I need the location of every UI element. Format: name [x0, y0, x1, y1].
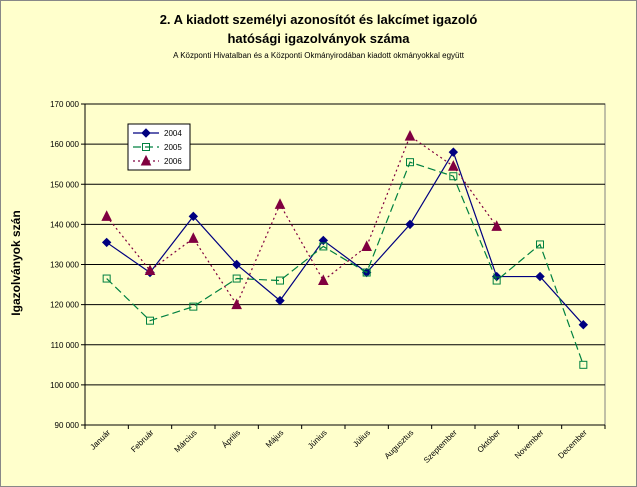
- data-point-2006: [318, 274, 329, 286]
- series-line-2006: [106, 135, 498, 306]
- legend-label-2005: 2005: [164, 143, 182, 152]
- data-point-2004: [231, 259, 242, 270]
- data-point-2004: [318, 235, 329, 246]
- y-tick-label: 100 000: [50, 381, 79, 390]
- y-tick-label: 120 000: [50, 301, 79, 310]
- y-tick-label: 110 000: [51, 341, 80, 350]
- data-point-2005: [406, 158, 414, 167]
- y-tick-label: 130 000: [50, 261, 79, 270]
- x-tick-label: December: [556, 428, 589, 461]
- data-point-2005: [536, 240, 544, 249]
- legend-marker-2004: [141, 128, 151, 138]
- data-point-2005: [362, 268, 371, 277]
- data-point-2005: [189, 302, 198, 311]
- chart-subtitle: A Központi Hivatalban és a Központi Okmá…: [173, 51, 464, 60]
- data-point-2004: [188, 211, 199, 222]
- data-point-2006: [188, 232, 199, 243]
- legend-marker-2006: [140, 154, 152, 166]
- series-line-2005: [106, 161, 584, 366]
- data-point-2006: [448, 160, 459, 171]
- data-point-2005: [146, 316, 154, 325]
- x-tick-label: Augusztus: [383, 428, 416, 461]
- y-tick-label: 160 000: [50, 140, 79, 149]
- x-tick-label: Július: [351, 428, 372, 449]
- data-point-2005: [449, 172, 458, 181]
- data-point-2005: [102, 274, 111, 283]
- x-tick-label: Április: [220, 428, 242, 450]
- x-tick-label: Január: [88, 428, 112, 452]
- data-point-2004: [535, 271, 545, 282]
- y-tick-label: 140 000: [50, 220, 79, 229]
- data-point-2006: [101, 210, 112, 221]
- data-point-2004: [448, 147, 459, 157]
- y-tick-label: 170 000: [50, 100, 79, 109]
- data-point-2004: [405, 219, 415, 230]
- x-tick-label: Október: [476, 428, 503, 455]
- legend-marker-2005: [142, 143, 150, 151]
- data-point-2006: [274, 198, 286, 209]
- chart-title: 2. A kiadott személyi azonosítót és lakc…: [159, 12, 478, 27]
- x-tick-label: November: [513, 428, 546, 461]
- x-tick-label: Június: [306, 428, 329, 451]
- data-point-2006: [144, 264, 156, 276]
- data-point-2004: [578, 319, 589, 330]
- data-point-2005: [319, 242, 328, 251]
- data-point-2006: [491, 220, 502, 231]
- data-point-2006: [404, 129, 416, 141]
- data-point-2006: [231, 298, 242, 310]
- data-point-2006: [361, 240, 372, 251]
- data-point-2005: [232, 274, 241, 283]
- legend-label-2004: 2004: [164, 129, 182, 138]
- x-tick-label: Május: [264, 428, 285, 449]
- x-tick-label: Szeptember: [422, 428, 459, 465]
- data-point-2005: [579, 360, 588, 369]
- chart-title-line2: hatósági igazolványok száma: [227, 31, 410, 46]
- y-tick-label: 90 000: [55, 421, 80, 430]
- x-tick-label: Március: [173, 428, 199, 454]
- legend-label-2006: 2006: [164, 157, 182, 166]
- y-tick-label: 150 000: [50, 180, 79, 189]
- x-tick-label: Február: [129, 428, 155, 454]
- data-point-2005: [492, 276, 501, 285]
- data-point-2004: [275, 295, 285, 306]
- data-point-2005: [276, 276, 284, 285]
- series-line-2004: [106, 150, 584, 326]
- data-point-2004: [101, 237, 112, 248]
